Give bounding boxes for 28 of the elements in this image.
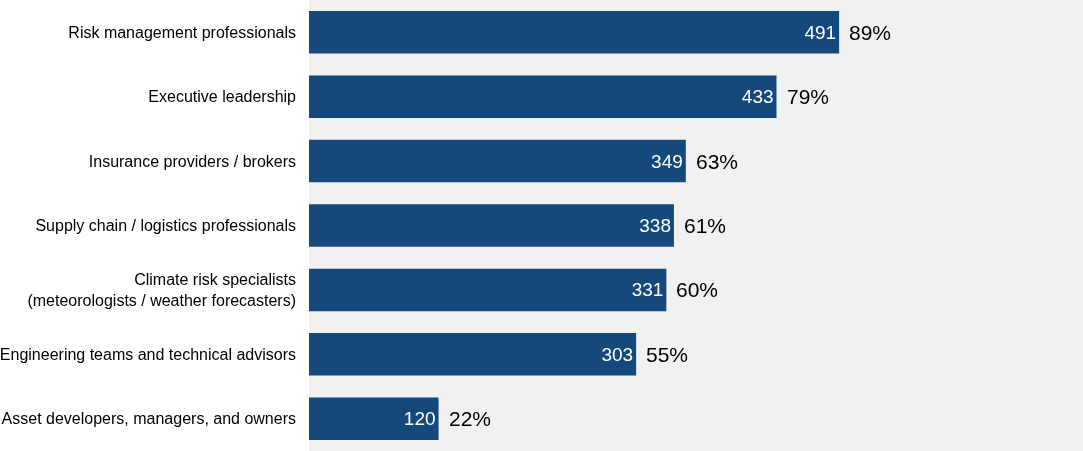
bar (309, 10, 840, 54)
data-label: 120 (403, 408, 436, 430)
y-tick-label: Risk management professionals (68, 23, 296, 41)
data-label: 331 (631, 279, 664, 301)
data-label: 433 (741, 86, 774, 108)
y-tick-label: Asset developers, managers, and owners (1, 410, 296, 428)
bar (309, 268, 667, 312)
bar (309, 333, 637, 376)
bar (309, 75, 777, 118)
y-tick-label: Climate risk specialists (meteorologists / weather forecasters) (27, 271, 296, 309)
annotation: 55% (646, 343, 689, 366)
bar (309, 204, 674, 247)
y-tick-label: Insurance providers / brokers (88, 152, 296, 170)
annotation: 79% (787, 85, 830, 108)
data-label: 491 (804, 21, 837, 43)
annotation: 61% (684, 214, 727, 237)
y-tick-label: Supply chain / logistics professionals (35, 217, 296, 235)
annotation: 89% (849, 21, 892, 44)
y-tick-label: Engineering teams and technical advisors (0, 345, 296, 363)
bar (309, 139, 686, 183)
data-label: 349 (651, 150, 683, 172)
y-tick-label: Executive leadership (148, 88, 297, 106)
data-label: 338 (639, 215, 671, 236)
annotation: 22% (449, 407, 492, 430)
annotation: 60% (676, 278, 719, 301)
bar (309, 397, 439, 441)
data-label: 303 (601, 343, 634, 365)
annotation: 63% (696, 150, 739, 173)
